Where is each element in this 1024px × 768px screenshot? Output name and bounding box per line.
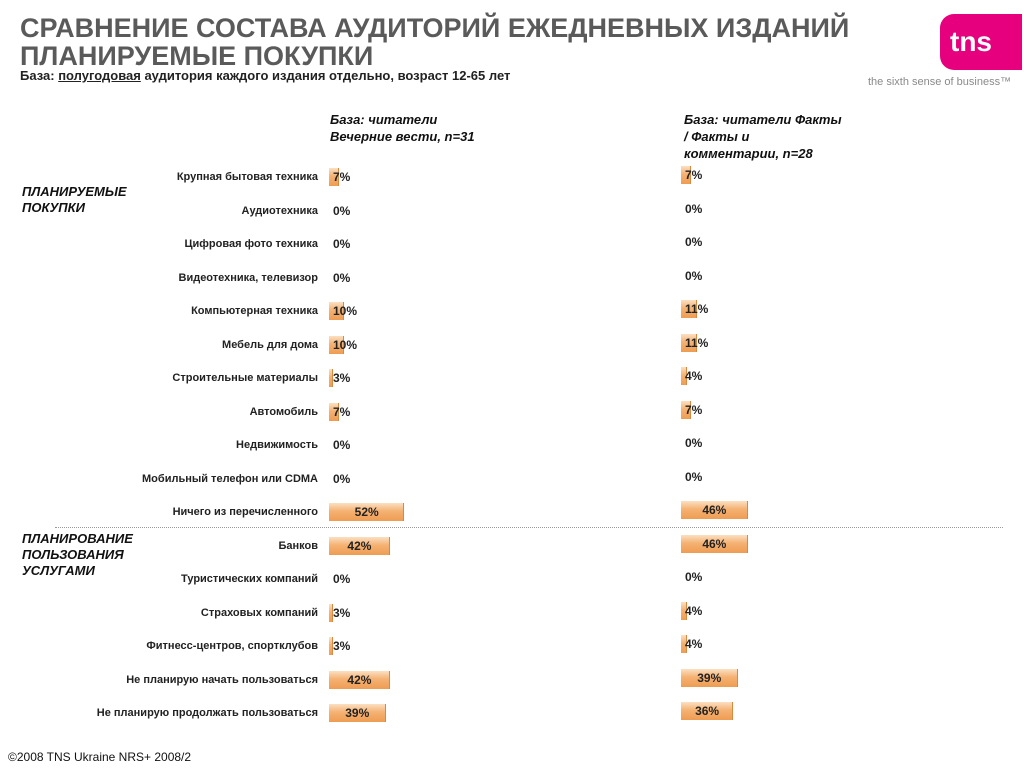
data-label-series-2: 0%	[685, 436, 703, 450]
bar-series-1	[329, 603, 334, 622]
data-label-series-2: 36%	[695, 704, 720, 718]
bar-series-2	[681, 333, 697, 352]
data-label-series-1: 0%	[333, 438, 351, 452]
category-label: Мобильный телефон или CDMA	[142, 472, 318, 485]
data-label-series-2: 11%	[685, 302, 709, 316]
category-label: Банков	[278, 539, 318, 552]
base-period: полугодовая	[58, 68, 141, 83]
data-label-series-1: 7%	[333, 404, 351, 419]
tns-logo: tns	[940, 14, 1022, 70]
category-label: Ничего из перечисленного	[172, 506, 318, 518]
category-label: Автомобиль	[249, 405, 318, 418]
category-label: Компьютерная техника	[191, 305, 318, 317]
category-label: Страховых компаний	[200, 606, 318, 619]
bar-series-1	[329, 536, 390, 555]
bar-series-1	[329, 402, 340, 421]
data-label-series-1: 39%	[345, 706, 370, 720]
data-label-series-1: 3%	[333, 371, 351, 385]
bar-series-2	[681, 534, 748, 553]
data-label-series-1: 7%	[333, 170, 351, 184]
data-label-series-1: 42%	[347, 672, 372, 687]
category-label: Строительные материалы	[172, 372, 318, 384]
category-label: Видеотехника, телевизор	[178, 271, 319, 284]
data-label-series-2: 46%	[702, 503, 727, 517]
data-label-series-2: 39%	[697, 670, 722, 685]
data-label-series-2: 0%	[685, 201, 703, 216]
footer-copyright: ©2008 TNS Ukraine NRS+ 2008/2	[8, 750, 192, 764]
category-label: Не планирую начать пользоваться	[126, 673, 318, 686]
series-2-header: База: читатели Факты / Факты и комментар…	[684, 112, 842, 161]
data-label-series-2: 0%	[685, 469, 703, 484]
data-label-series-1: 0%	[333, 471, 351, 486]
logo-tagline: the sixth sense of business™	[868, 76, 1012, 88]
bar-series-2	[681, 501, 748, 519]
data-label-series-1: 52%	[354, 505, 379, 519]
data-label-series-2: 46%	[702, 536, 727, 551]
data-label-series-1: 0%	[333, 270, 351, 285]
section-planned-services: ПЛАНИРОВАНИЕ ПОЛЬЗОВАНИЯ УСЛУГАМИ	[22, 531, 133, 578]
data-label-series-1: 42%	[347, 538, 372, 553]
data-label-series-1: 0%	[333, 572, 351, 586]
category-label: Не планирую продолжать пользоваться	[96, 707, 318, 719]
base-rest: аудитория каждого издания отдельно, возр…	[140, 68, 511, 83]
base-prefix: База:	[20, 68, 59, 83]
bar-series-1	[329, 704, 386, 722]
category-label: Фитнесс-центров, спортклубов	[146, 640, 318, 652]
bar-series-1	[329, 670, 390, 689]
bar-series-2	[681, 635, 687, 653]
bar-series-2	[681, 601, 687, 620]
bar-series-2	[681, 300, 697, 318]
category-label: Цифровая фото техника	[184, 238, 318, 250]
data-label-series-2: 11%	[685, 335, 709, 350]
bar-series-1	[329, 335, 344, 354]
data-label-series-1: 0%	[333, 237, 351, 251]
bar-series-1	[329, 637, 334, 655]
data-label-series-1: 0%	[333, 203, 351, 218]
bar-series-1	[329, 302, 344, 320]
base-description: База: полугодовая аудитория каждого изда…	[20, 68, 510, 83]
data-label-series-2: 4%	[685, 603, 703, 618]
data-label-series-1: 3%	[333, 639, 351, 653]
data-label-series-2: 7%	[685, 168, 703, 182]
data-label-series-2: 4%	[685, 637, 703, 651]
data-label-series-2: 7%	[685, 402, 703, 417]
data-label-series-2: 0%	[685, 268, 703, 283]
data-label-series-1: 10%	[333, 337, 358, 352]
data-label-series-1: 3%	[333, 605, 351, 620]
bar-series-2	[681, 668, 738, 687]
category-label: Мебель для дома	[222, 338, 318, 351]
category-label: Крупная бытовая техника	[176, 171, 318, 183]
bar-series-2	[681, 702, 734, 720]
section-planned-purchases: ПЛАНИРУЕМЫЕ ПОКУПКИ	[22, 184, 127, 215]
data-label-series-2: 0%	[685, 235, 703, 249]
series-1-header: База: читатели Вечерние вести, n=31	[330, 112, 475, 144]
bar-series-1	[329, 168, 340, 186]
bar-series-1	[329, 503, 405, 521]
bar-series-2	[681, 400, 692, 419]
page-title: СРАВНЕНИЕ СОСТАВА АУДИТОРИЙ ЕЖЕДНЕВНЫХ И…	[20, 13, 850, 71]
bar-series-2	[681, 166, 692, 184]
category-label: Туристических компаний	[181, 573, 318, 585]
data-label-series-2: 4%	[685, 369, 703, 383]
section-divider	[55, 527, 1003, 528]
data-label-series-2: 0%	[685, 570, 703, 584]
bar-series-1	[329, 369, 334, 387]
category-label: Аудиотехника	[241, 204, 318, 217]
category-label: Недвижимость	[236, 439, 318, 451]
bar-series-2	[681, 367, 687, 385]
data-label-series-1: 10%	[333, 304, 358, 318]
